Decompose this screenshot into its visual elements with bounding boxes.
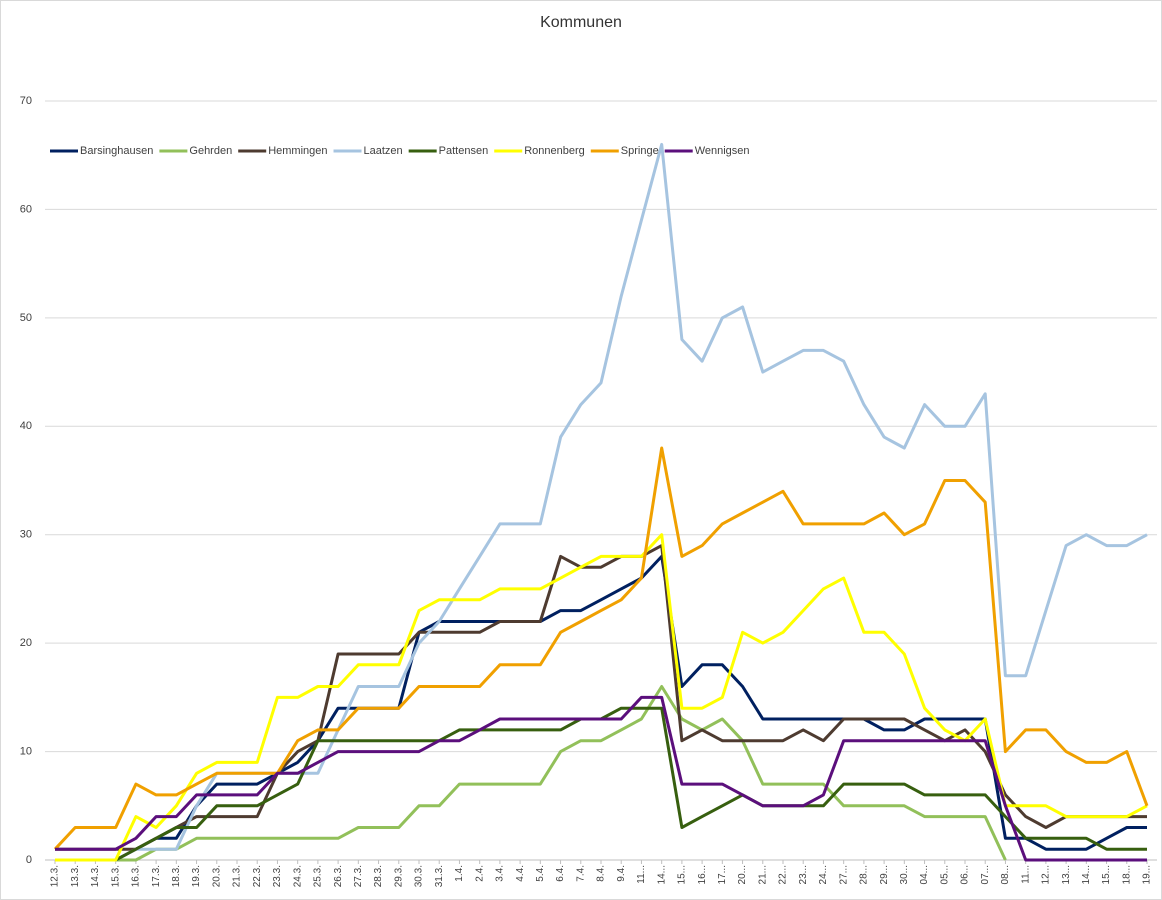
x-tick-label: 20... [737, 865, 748, 884]
legend-label: Barsinghausen [80, 145, 153, 157]
x-tick-label: 29.3. [393, 865, 404, 887]
series-line [55, 695, 1147, 862]
x-tick-label: 18... [1121, 865, 1132, 884]
legend-label: Pattensen [439, 145, 489, 157]
y-tick-label: 20 [20, 637, 32, 649]
chart-title: Kommunen [540, 14, 622, 31]
x-tick-label: 4.4. [515, 865, 526, 882]
x-tick-label: 06... [960, 865, 971, 884]
x-tick-label: 28... [859, 865, 870, 884]
x-tick-label: 11... [636, 865, 647, 884]
legend-item: Hemmingen [238, 145, 328, 157]
x-tick-label: 6.4. [555, 865, 566, 882]
y-tick-label: 30 [20, 529, 32, 541]
x-tick-label: 25.3. [313, 865, 324, 887]
x-tick-label: 18.3. [171, 865, 182, 887]
series-line [114, 554, 1147, 862]
x-tick-label: 27... [838, 865, 849, 884]
x-tick-label: 15... [1101, 865, 1112, 884]
series-line [55, 544, 1147, 851]
x-tick-label: 20.3. [211, 865, 222, 887]
x-tick-label: 30.3. [414, 865, 425, 887]
legend-item: Ronnenberg [494, 145, 585, 157]
y-tick-label: 70 [20, 95, 32, 107]
x-tick-label: 24.3. [292, 865, 303, 887]
x-tick-label: 05... [939, 865, 950, 884]
x-tick-label: 7.4. [575, 865, 586, 882]
y-tick-label: 10 [20, 745, 32, 757]
x-tick-label: 23... [798, 865, 809, 884]
legend-label: Gehrden [189, 145, 232, 157]
series-line [53, 446, 1149, 851]
legend-label: Springe [621, 145, 659, 157]
x-tick-label: 14... [656, 865, 667, 884]
x-tick-label: 31.3. [434, 865, 445, 887]
legend-label: Laatzen [364, 145, 403, 157]
x-tick-label: 5.4. [535, 865, 546, 882]
x-tick-label: 11... [1020, 865, 1031, 884]
x-tick-label: 28.3. [373, 865, 384, 887]
x-tick-label: 17... [717, 865, 728, 884]
x-tick-label: 15... [677, 865, 688, 884]
x-tick-label: 24... [818, 865, 829, 884]
x-tick-label: 23.3. [272, 865, 283, 887]
x-tick-label: 9.4. [616, 865, 627, 882]
x-tick-label: 27.3. [353, 865, 364, 887]
x-tick-label: 21.3. [232, 865, 243, 887]
x-tick-label: 19.3. [191, 865, 202, 887]
x-tick-label: 13.3. [70, 865, 81, 887]
x-tick-label: 14... [1081, 865, 1092, 884]
x-tick-label: 1.4. [454, 865, 465, 882]
legend-label: Ronnenberg [524, 145, 585, 157]
x-tick-label: 15.3. [110, 865, 121, 887]
x-tick-label: 22... [778, 865, 789, 884]
x-tick-label: 13... [1061, 865, 1072, 884]
y-tick-label: 50 [20, 312, 32, 324]
x-tick-label: 07... [980, 865, 991, 884]
x-tick-label: 16.3. [131, 865, 142, 887]
x-tick-label: 04... [919, 865, 930, 884]
x-tick-label: 16... [697, 865, 708, 884]
x-tick-label: 19... [1142, 865, 1153, 884]
x-tick-label: 26.3. [333, 865, 344, 887]
legend-item: Barsinghausen [50, 145, 153, 157]
series-line [55, 685, 1007, 862]
legend-label: Hemmingen [268, 145, 327, 157]
x-tick-label: 22.3. [252, 865, 263, 887]
legend-item: Wennigsen [664, 145, 750, 157]
x-tick-label: 29... [879, 865, 890, 884]
x-tick-label: 21... [757, 865, 768, 884]
x-tick-label: 08... [1000, 865, 1011, 884]
x-tick-label: 14.3. [90, 865, 101, 887]
x-tick-label: 3.4. [495, 865, 506, 882]
x-tick-label: 17.3. [151, 865, 162, 887]
x-tick-label: 2.4. [474, 865, 485, 882]
legend-item: Pattensen [408, 145, 489, 157]
legend-label: Wennigsen [695, 145, 750, 157]
x-tick-label: 12.3. [50, 865, 61, 887]
y-tick-label: 40 [20, 420, 32, 432]
legend-item: Springe [590, 145, 659, 157]
x-tick-label: 12... [1041, 865, 1052, 884]
y-tick-label: 60 [20, 203, 32, 215]
legend-item: Gehrden [159, 145, 232, 157]
legend-item: Laatzen [333, 145, 403, 157]
y-tick-label: 0 [26, 854, 32, 866]
x-tick-label: 8.4. [596, 865, 607, 882]
x-tick-label: 30... [899, 865, 910, 884]
